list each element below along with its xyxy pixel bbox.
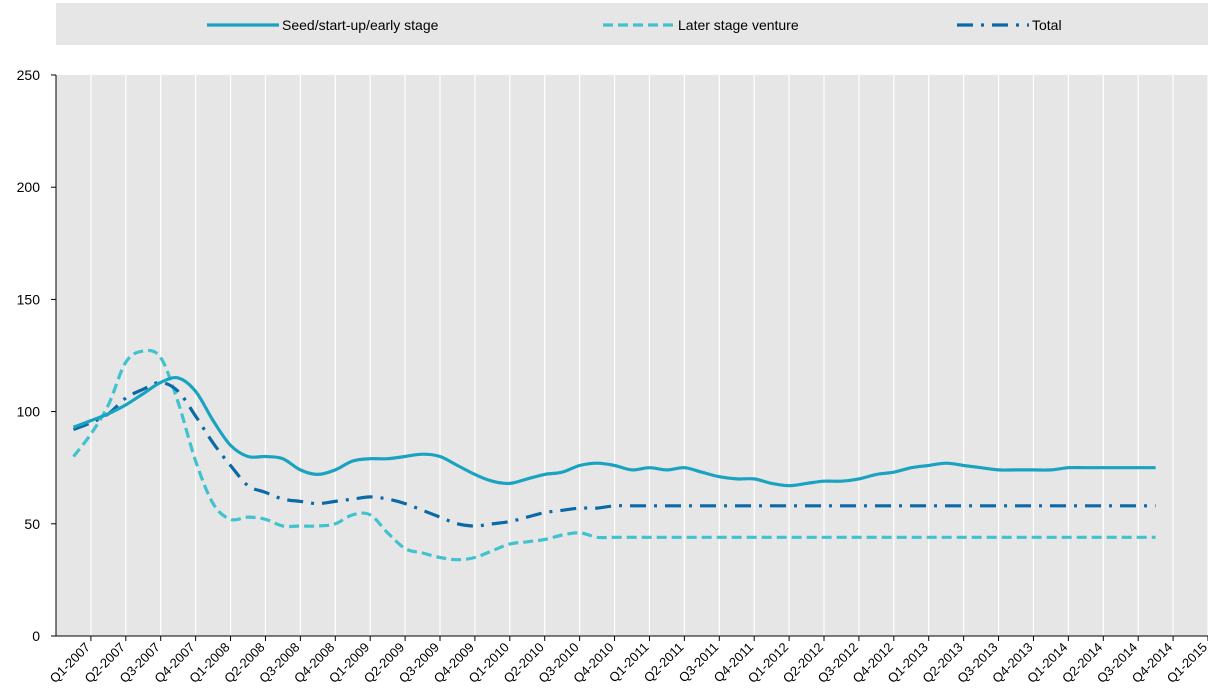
y-tick-label-0: 0 [32,628,40,644]
y-tick-label-50: 50 [24,516,40,532]
y-tick-label-150: 150 [17,291,41,307]
legend: Seed/start-up/early stage Later stage ve… [56,3,1208,45]
plot-area [56,75,1208,636]
y-tick-label-200: 200 [17,179,41,195]
legend-label-total: Total [1032,17,1062,33]
series-lines [72,348,1156,562]
legend-item-total: Total [957,17,1062,33]
y-tick-label-100: 100 [17,404,41,420]
series-line-later-stage-venture [72,348,1156,562]
legend-item-seed-start-up-early-stage: Seed/start-up/early stage [207,17,439,33]
series-line-seed-start-up-early-stage [72,375,1156,488]
gridlines [90,75,1208,636]
y-tick-label-250: 250 [17,67,41,83]
legend-label-seed-start-up-early-stage: Seed/start-up/early stage [282,17,439,33]
legend-label-later-stage-venture: Later stage venture [678,17,799,33]
legend-item-later-stage-venture: Later stage venture [603,17,799,33]
